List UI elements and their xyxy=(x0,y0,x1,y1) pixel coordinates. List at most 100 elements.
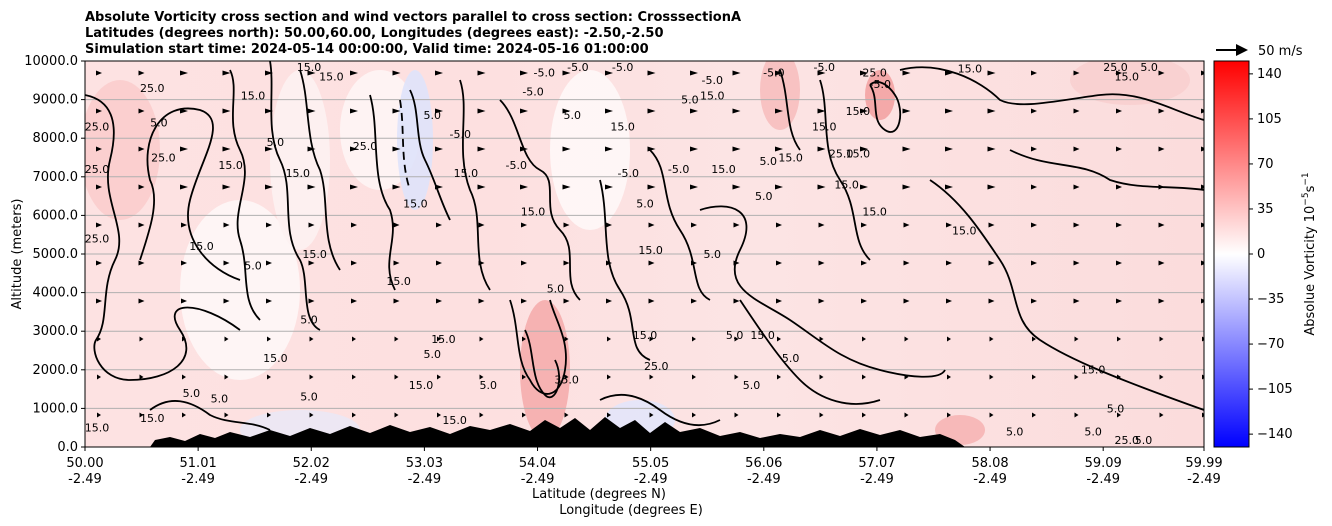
contour-label: 5.0 xyxy=(1140,61,1158,74)
contour-line xyxy=(819,79,871,261)
wind-vector-arrow xyxy=(775,108,783,114)
wind-vector-arrow xyxy=(989,336,994,342)
wind-vector-arrow xyxy=(861,260,867,266)
wind-vector-arrow xyxy=(777,374,781,380)
wind-vector-arrow xyxy=(307,108,316,114)
wind-vector-arrow xyxy=(732,108,741,114)
wind-vector-arrow xyxy=(607,374,611,380)
wind-vector-arrow xyxy=(733,222,740,228)
wind-vector-arrow xyxy=(690,184,698,190)
vorticity-patch xyxy=(270,70,330,250)
contour-label: 5.0 xyxy=(244,259,262,272)
wind-vector-arrow xyxy=(1201,222,1204,228)
contour-label: 15.0 xyxy=(386,275,411,288)
x-tick-label-latitude: 57.07 xyxy=(858,456,895,471)
contour-label: -5.0 xyxy=(612,61,633,74)
wind-vector-arrow xyxy=(562,146,571,152)
contour-line xyxy=(149,400,271,431)
contour-label: 15.0 xyxy=(189,240,214,253)
wind-vector-arrow xyxy=(138,222,145,228)
wind-vector-arrow xyxy=(1159,412,1164,418)
wind-vector-arrow xyxy=(904,374,909,380)
wind-vector-arrow xyxy=(521,222,527,228)
contour-label: -5.0 xyxy=(567,61,588,74)
wind-vector-arrow xyxy=(947,412,951,418)
contour-label: 15.0 xyxy=(297,61,322,74)
wind-vector-arrow xyxy=(1032,374,1036,380)
wind-vector-arrow xyxy=(605,108,613,114)
wind-vector-arrow xyxy=(96,184,102,190)
wind-vector-arrow xyxy=(352,336,356,342)
contour-line xyxy=(699,205,946,378)
colorbar: 140 105 70 35 0 −35 −70 −105 −140 Absolue Vortic… xyxy=(1213,60,1318,448)
contour-label: 25.0 xyxy=(829,148,854,161)
y-tick-label: 0.0 xyxy=(57,440,78,455)
contour-line xyxy=(409,89,451,221)
wind-vector-arrow xyxy=(436,298,442,304)
contour-label: 15.0 xyxy=(846,148,871,161)
wind-vector-arrow xyxy=(647,184,656,190)
contour-label: 15.0 xyxy=(700,90,725,103)
wind-vector-arrow xyxy=(733,260,740,266)
wind-vector-arrow xyxy=(563,298,570,304)
wind-vector-arrow xyxy=(817,146,826,152)
wind-vector-arrow xyxy=(1073,298,1080,304)
wind-vector-arrow xyxy=(648,260,655,266)
wind-vector-arrow xyxy=(777,336,781,342)
contour-line xyxy=(739,299,881,405)
wind-vector-arrow xyxy=(692,374,696,380)
wind-vector-arrow xyxy=(1073,70,1080,76)
wind-vector-arrow xyxy=(224,336,229,342)
contour-line xyxy=(499,99,581,301)
wind-vector-arrow xyxy=(732,146,741,152)
wind-vector-arrow xyxy=(181,222,187,228)
wind-vector-arrow xyxy=(265,184,273,190)
contour-label: 35.0 xyxy=(554,373,579,386)
wind-vector-arrow xyxy=(1116,260,1122,266)
wind-vector-arrow xyxy=(437,336,441,342)
wind-vector-arrow xyxy=(692,336,696,342)
contour-label: 5.0 xyxy=(681,93,699,106)
y-tick-label: 8000.0 xyxy=(33,131,79,146)
contour-label: 5.0 xyxy=(267,136,285,149)
wind-vector-arrow xyxy=(267,412,271,418)
y-tick-label: 2000.0 xyxy=(33,363,79,378)
wind-vector-arrow xyxy=(987,184,996,190)
wind-vector-arrow xyxy=(266,298,272,304)
wind-vector-arrow xyxy=(477,184,486,190)
vorticity-patch xyxy=(760,61,800,130)
wind-vector-arrow xyxy=(732,184,741,190)
wind-vector-arrow xyxy=(96,222,102,228)
contour-label: 15.0 xyxy=(633,329,658,342)
colorbar-ticks: 140 105 70 35 0 −35 −70 −105 −140 xyxy=(1249,67,1293,442)
contour-line xyxy=(524,329,560,399)
contour-label: 15.0 xyxy=(319,70,344,83)
wind-vector-arrow xyxy=(902,70,911,76)
wind-vector-arrow xyxy=(267,374,271,380)
wind-vector-arrow xyxy=(139,412,144,418)
wind-vector-arrow xyxy=(138,260,145,266)
wind-vector-arrow xyxy=(181,260,187,266)
contour-label: 5.0 xyxy=(760,155,778,168)
wind-vector-arrow xyxy=(180,184,188,190)
wind-vector-arrow xyxy=(647,146,656,152)
contour-label: 5.0 xyxy=(1135,434,1153,447)
x-tick-label-latitude: 50.00 xyxy=(66,456,103,471)
wind-vector-arrow xyxy=(436,222,442,228)
wind-vector-arrow xyxy=(309,374,314,380)
wind-vector-arrow xyxy=(904,412,909,418)
wind-vector-arrow xyxy=(96,70,102,76)
wind-vector-arrow xyxy=(1201,108,1204,114)
contour-label: 15.0 xyxy=(302,248,327,261)
x-tick-label-longitude: -2.49 xyxy=(408,472,442,487)
wind-vector-arrow xyxy=(1158,146,1165,152)
contour-label: 15.0 xyxy=(610,120,635,133)
wind-vector-arrow xyxy=(307,184,316,190)
wind-vector-arrow xyxy=(817,184,826,190)
plot-area: 15.025.025.025.025.05.025.015.05.0 5.015.… xyxy=(85,61,1204,447)
contour-label: 15.0 xyxy=(241,90,266,103)
x-tick-label-longitude: -2.49 xyxy=(973,472,1007,487)
wind-vector-arrow xyxy=(945,108,953,114)
wind-vector-arrow xyxy=(649,374,654,380)
contour-label: 15.0 xyxy=(85,422,110,435)
